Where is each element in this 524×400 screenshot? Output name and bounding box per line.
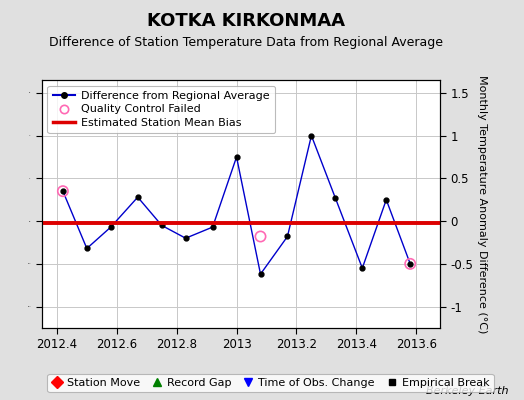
Y-axis label: Monthly Temperature Anomaly Difference (°C): Monthly Temperature Anomaly Difference (…: [477, 75, 487, 333]
Line: Difference from Regional Average: Difference from Regional Average: [60, 133, 412, 276]
Text: Berkeley Earth: Berkeley Earth: [426, 386, 508, 396]
Difference from Regional Average: [107, 225, 114, 230]
Legend: Difference from Regional Average, Quality Control Failed, Estimated Station Mean: Difference from Regional Average, Qualit…: [48, 86, 275, 133]
Difference from Regional Average: [210, 225, 216, 230]
Difference from Regional Average: [257, 272, 264, 276]
Difference from Regional Average: [285, 234, 291, 239]
Legend: Station Move, Record Gap, Time of Obs. Change, Empirical Break: Station Move, Record Gap, Time of Obs. C…: [48, 374, 494, 392]
Text: Difference of Station Temperature Data from Regional Average: Difference of Station Temperature Data f…: [49, 36, 443, 49]
Difference from Regional Average: [84, 246, 90, 251]
Difference from Regional Average: [407, 262, 413, 266]
Difference from Regional Average: [308, 133, 314, 138]
Quality Control Failed: [256, 233, 265, 240]
Difference from Regional Average: [233, 154, 239, 159]
Difference from Regional Average: [359, 266, 365, 270]
Difference from Regional Average: [159, 223, 165, 228]
Difference from Regional Average: [182, 236, 189, 241]
Quality Control Failed: [59, 188, 67, 194]
Difference from Regional Average: [60, 189, 66, 194]
Difference from Regional Average: [383, 197, 389, 202]
Quality Control Failed: [406, 261, 414, 267]
Difference from Regional Average: [135, 195, 141, 200]
Text: KOTKA KIRKONMAA: KOTKA KIRKONMAA: [147, 12, 345, 30]
Difference from Regional Average: [332, 196, 339, 200]
